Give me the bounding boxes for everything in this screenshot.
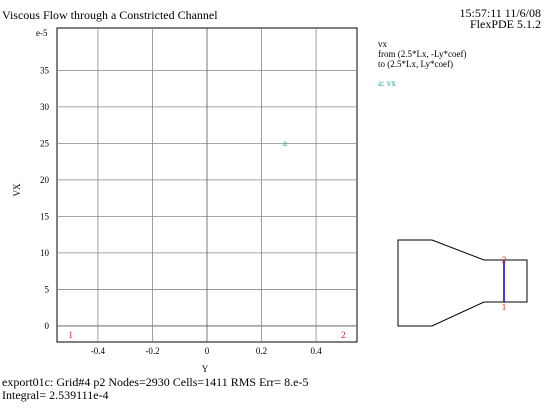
plot: 0 5 10 15 20 25 30 35 -0.4 -0.2 0 0.2 0.4 1 2 a [40, 27, 358, 356]
y-label: VX [12, 183, 22, 196]
x-label: Y [202, 364, 209, 374]
x-tick-label: -0.4 [91, 346, 106, 356]
inset: 1 2 [397, 239, 528, 327]
endpoint-label: 1 [68, 330, 73, 340]
y-tick-label: 25 [40, 138, 50, 148]
x-tick-label: 0 [205, 346, 210, 356]
inset-label: 1 [502, 302, 507, 312]
title: Viscous Flow through a Constricted Chann… [2, 8, 218, 22]
timestamp: 15:57:11 11/6/08 [460, 6, 541, 20]
y-tick-label: 30 [40, 102, 50, 112]
footer-line2: Integral= 2.539111e-4 [2, 388, 109, 402]
path-to: to (2.5*Lx, Ly*coef) [378, 59, 453, 69]
y-tick-label: 20 [40, 175, 50, 185]
x-tick-label: 0.2 [256, 346, 267, 356]
series-name: vx [378, 39, 388, 49]
x-tick-label: 0.4 [310, 346, 322, 356]
endpoint-label: 2 [341, 330, 346, 340]
y-tick-label: 5 [45, 284, 50, 294]
y-tick-label: 10 [40, 248, 50, 258]
y-tick-label: 0 [45, 321, 50, 331]
curve-label: a [283, 138, 287, 148]
y-tick-label: 15 [40, 211, 50, 221]
footer-line1: export01c: Grid#4 p2 Nodes=2930 Cells=14… [2, 375, 309, 389]
path-from: from (2.5*Lx, -Ly*coef) [378, 49, 466, 59]
y-tick-label: 35 [40, 65, 50, 75]
legend: a: vx [378, 78, 396, 88]
inset-label: 2 [502, 255, 507, 265]
channel-outline [397, 239, 528, 327]
x-tick-label: -0.2 [145, 346, 159, 356]
y-scale-label: e-5 [36, 28, 48, 38]
version: FlexPDE 5.1.2 [470, 17, 541, 31]
